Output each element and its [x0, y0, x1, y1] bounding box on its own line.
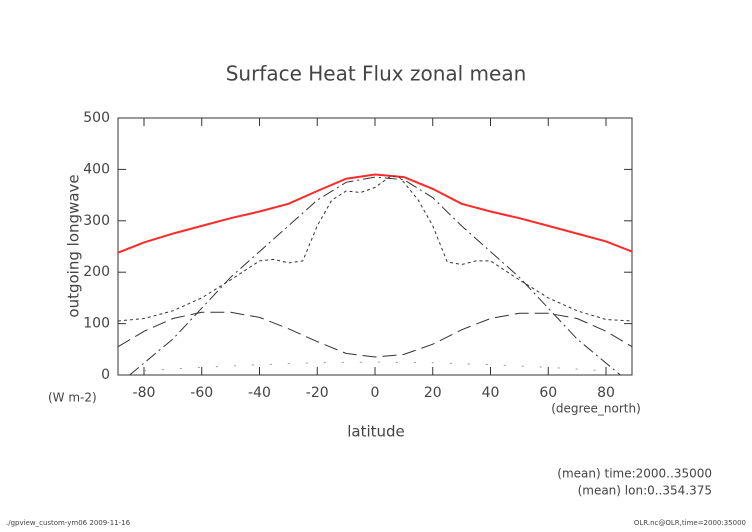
y-tick-label: 500 — [83, 110, 110, 126]
x-tick-label: 80 — [597, 385, 615, 401]
footer-left: ./gpview_custom-ym06 2009-11-16 — [6, 519, 131, 527]
line-series — [117, 173, 633, 254]
y-axis-label: outgoing longwave — [65, 174, 83, 317]
y-tick-label: 400 — [83, 161, 110, 177]
x-unit: (degree_north) — [551, 402, 641, 416]
y-unit: (W m-2) — [48, 391, 97, 405]
footer-right: OLR.nc@OLR,time=2000:35000 — [634, 519, 746, 527]
x-axis-label: latitude — [347, 423, 405, 441]
y-tick-label: 200 — [83, 264, 110, 280]
x-tick-label: 20 — [424, 385, 442, 401]
y-tick-label: 100 — [83, 316, 110, 332]
x-tick-label: -40 — [248, 385, 271, 401]
note: (mean) lon:0..354.375 — [578, 484, 712, 498]
line-series — [117, 311, 633, 358]
x-tick-label: -80 — [133, 385, 156, 401]
plot-frame — [117, 117, 633, 376]
note: (mean) time:2000..35000 — [557, 467, 712, 481]
line-series — [117, 175, 633, 322]
chart-title: Surface Heat Flux zonal mean — [226, 62, 527, 86]
y-tick-label: 0 — [101, 367, 110, 383]
y-tick-label: 300 — [83, 213, 110, 229]
x-tick-label: 60 — [539, 385, 557, 401]
line-series — [129, 176, 621, 376]
x-tick-label: 40 — [482, 385, 500, 401]
x-tick-label: -20 — [306, 385, 329, 401]
x-tick-label: -60 — [190, 385, 213, 401]
x-tick-label: 0 — [371, 385, 380, 401]
